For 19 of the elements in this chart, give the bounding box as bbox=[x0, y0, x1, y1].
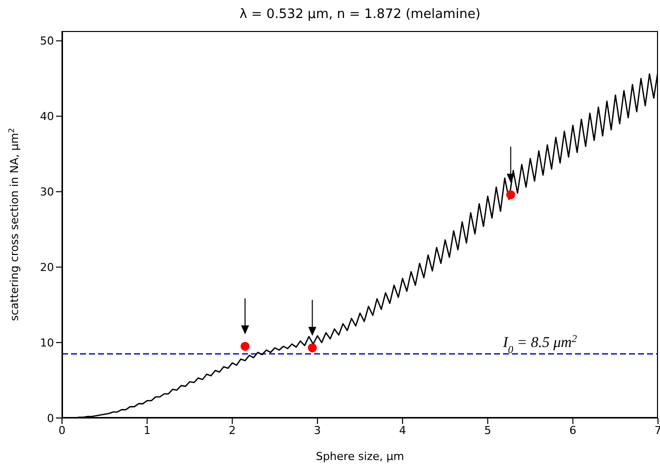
x-tick-label: 4 bbox=[399, 424, 406, 437]
x-tick-label: 1 bbox=[144, 424, 151, 437]
y-tick-label: 40 bbox=[40, 110, 54, 124]
x-tick-label: 0 bbox=[58, 424, 66, 437]
y-tick-label: 10 bbox=[40, 336, 54, 350]
y-tick-label: 0 bbox=[47, 412, 54, 425]
point bbox=[240, 342, 250, 351]
y-tick-label: 30 bbox=[40, 186, 54, 199]
x-tick-label: 2 bbox=[228, 424, 236, 437]
x-tick-label: 3 bbox=[314, 424, 321, 437]
point bbox=[506, 190, 516, 200]
chart-title: λ = 0.532 μm, n = 1.872 (melamine) bbox=[239, 7, 481, 22]
ref-line-label: I$_{0}$ = 8.5 μm$^{2}$ bbox=[502, 333, 578, 356]
y-tick-label: 50 bbox=[40, 34, 54, 48]
x-tick-label: 5 bbox=[484, 424, 492, 437]
point bbox=[308, 343, 317, 352]
x-tick-label: 6 bbox=[569, 424, 576, 437]
y-tick-label: 20 bbox=[40, 261, 54, 274]
x-axis-title: Sphere size, μm bbox=[316, 450, 404, 463]
